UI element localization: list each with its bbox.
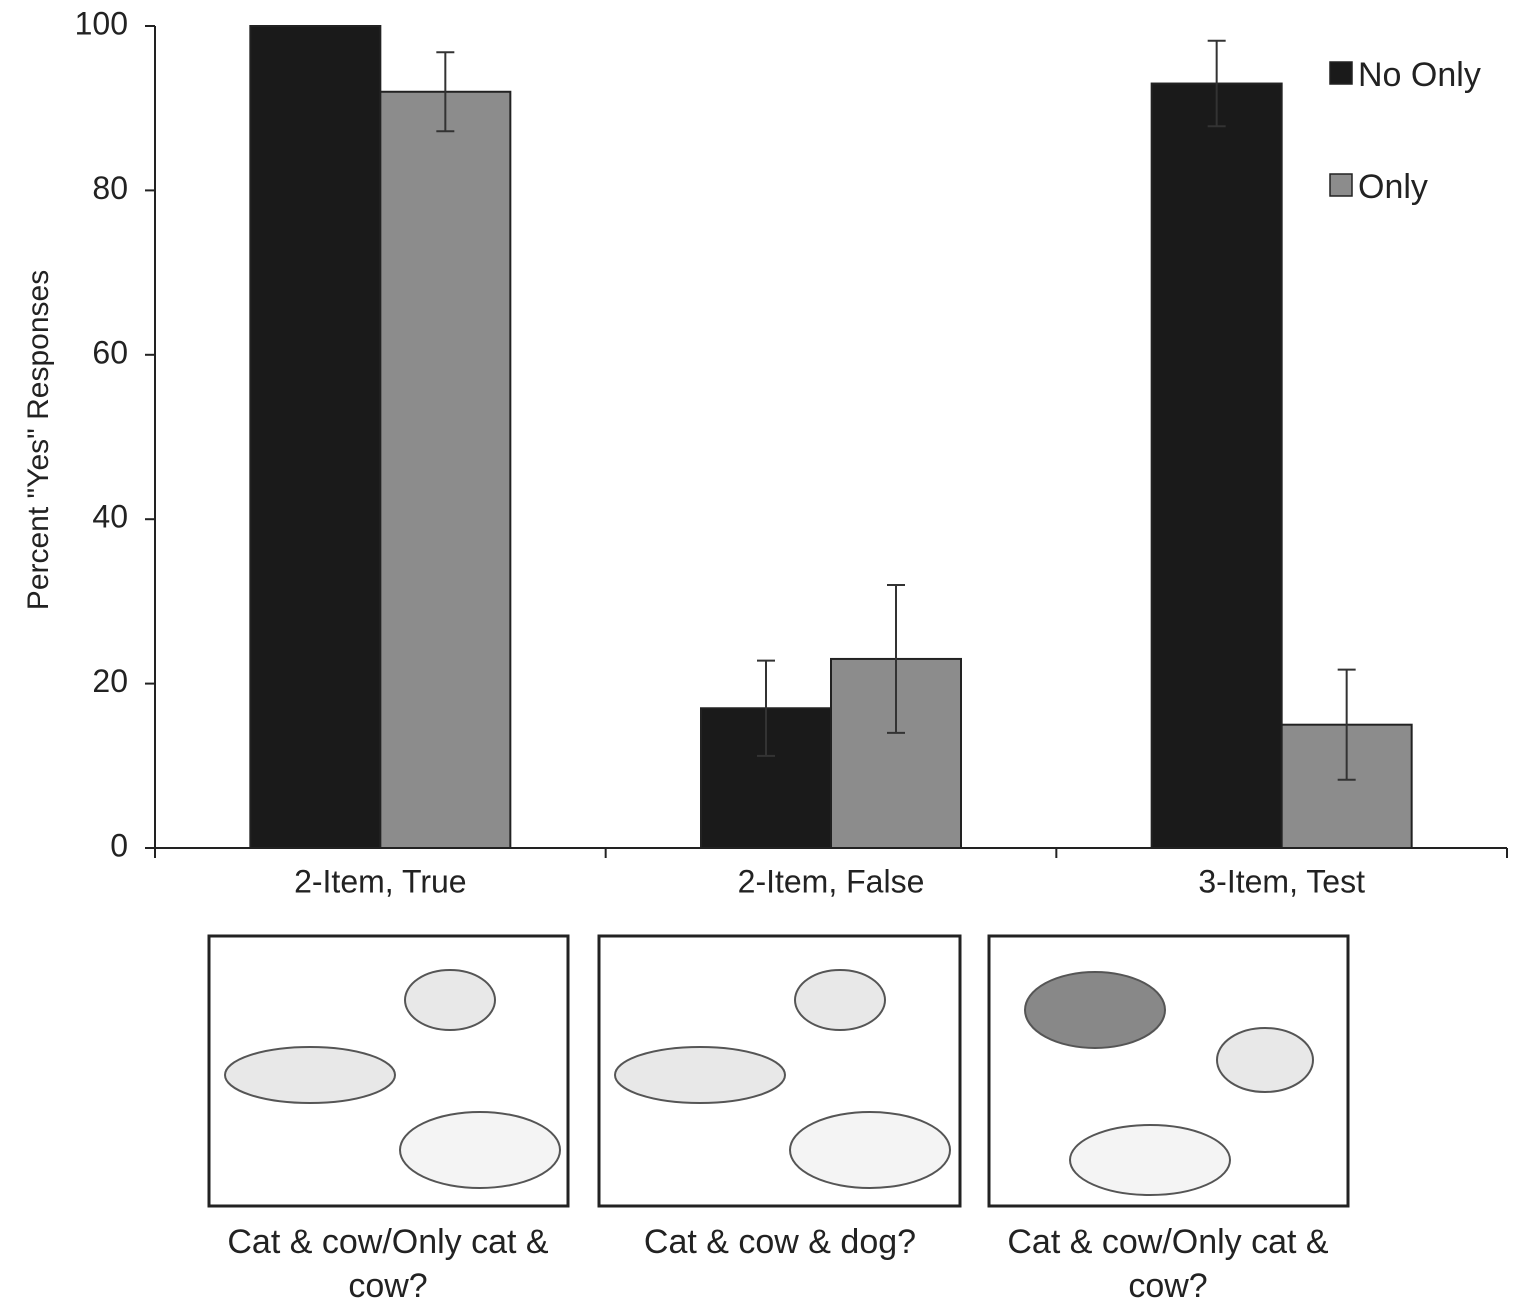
chart: Percent "Yes" Responses 0 20 40 60 80 100 2-It… <box>0 0 1515 1303</box>
panel-caption: Cat & cow/Only cat & cow? <box>198 1220 578 1303</box>
y-tick-label: 0 <box>110 827 128 863</box>
dog <box>1025 972 1165 1048</box>
y-tick-label: 80 <box>92 170 128 206</box>
cat <box>405 970 495 1030</box>
legend-swatch <box>1330 62 1352 84</box>
cow <box>400 1112 560 1188</box>
y-tick-label: 60 <box>92 334 128 370</box>
y-tick-label: 20 <box>92 663 128 699</box>
bar <box>250 26 380 848</box>
x-tick-label: 3-Item, Test <box>1198 863 1365 899</box>
dog <box>615 1047 785 1103</box>
cow <box>1070 1125 1230 1195</box>
panel-caption: Cat & cow/Only cat & cow? <box>978 1220 1358 1303</box>
legend-label: No Only <box>1358 56 1481 94</box>
cat <box>795 970 885 1030</box>
panel-caption: Cat & cow & dog? <box>590 1220 970 1264</box>
y-tick-label: 40 <box>92 499 128 535</box>
bar <box>1152 84 1282 848</box>
y-tick-label: 100 <box>75 5 128 41</box>
x-tick-label: 2-Item, True <box>294 863 467 899</box>
dog <box>225 1047 395 1103</box>
bar <box>380 92 510 848</box>
animal-drawings <box>225 970 1313 1195</box>
page: Percent "Yes" Responses 0 20 40 60 80 100 2-It… <box>0 0 1515 1303</box>
y-axis-label: Percent "Yes" Responses <box>22 270 55 610</box>
cat <box>1217 1028 1313 1092</box>
x-tick-label: 2-Item, False <box>738 863 925 899</box>
legend-swatch <box>1330 174 1352 196</box>
cow <box>790 1112 950 1188</box>
legend-label: Only <box>1358 168 1428 206</box>
